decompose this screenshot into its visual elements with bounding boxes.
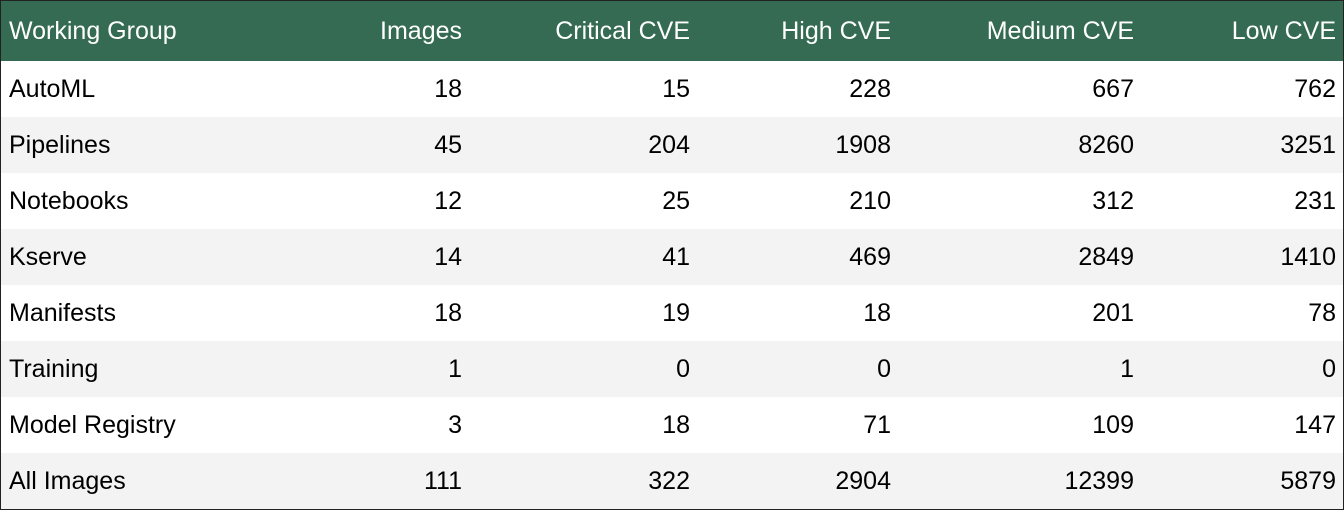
table-row: All Images 111 322 2904 12399 5879 <box>1 453 1343 509</box>
table-row: AutoML 18 15 228 667 762 <box>1 61 1343 117</box>
cell-low-cve: 231 <box>1294 186 1336 215</box>
cell-low-cve: 147 <box>1294 410 1336 439</box>
cell-low-cve: 78 <box>1308 298 1336 327</box>
cell-working-group: Pipelines <box>9 130 111 159</box>
cell-low-cve: 3251 <box>1280 130 1336 159</box>
cell-medium-cve: 1 <box>1120 354 1134 383</box>
cell-critical-cve: 15 <box>662 74 690 103</box>
cell-working-group: Model Registry <box>9 410 176 439</box>
cell-high-cve: 71 <box>863 410 891 439</box>
cell-critical-cve: 204 <box>648 130 690 159</box>
table-header: Working Group Images Critical CVE High C… <box>1 1 1343 61</box>
cell-high-cve: 1908 <box>835 130 891 159</box>
cell-high-cve: 469 <box>849 242 891 271</box>
cell-images: 111 <box>423 466 462 495</box>
table-row: Manifests 18 19 18 201 78 <box>1 285 1343 341</box>
cell-high-cve: 228 <box>849 74 891 103</box>
cell-images: 14 <box>434 242 462 271</box>
cell-images: 1 <box>448 354 462 383</box>
cell-working-group: Kserve <box>9 242 87 271</box>
cell-high-cve: 210 <box>849 186 891 215</box>
cell-images: 45 <box>434 130 462 159</box>
table-row: Pipelines 45 204 1908 8260 3251 <box>1 117 1343 173</box>
cell-medium-cve: 109 <box>1092 410 1134 439</box>
header-high-cve: High CVE <box>781 16 891 45</box>
cell-working-group: Notebooks <box>9 186 129 215</box>
cell-low-cve: 762 <box>1294 74 1336 103</box>
table-row: Kserve 14 41 469 2849 1410 <box>1 229 1343 285</box>
table-row: Notebooks 12 25 210 312 231 <box>1 173 1343 229</box>
header-low-cve: Low CVE <box>1231 16 1336 45</box>
header-images: Images <box>380 16 462 45</box>
header-medium-cve: Medium CVE <box>986 16 1134 45</box>
cell-critical-cve: 0 <box>676 354 690 383</box>
cell-working-group: Manifests <box>9 298 116 327</box>
cell-medium-cve: 12399 <box>1064 466 1134 495</box>
header-critical-cve: Critical CVE <box>555 16 690 45</box>
header-working-group: Working Group <box>9 16 177 45</box>
table-row: Model Registry 3 18 71 109 147 <box>1 397 1343 453</box>
cell-images: 18 <box>434 74 462 103</box>
cell-critical-cve: 25 <box>662 186 690 215</box>
cell-images: 3 <box>448 410 462 439</box>
cell-critical-cve: 41 <box>662 242 690 271</box>
cell-low-cve: 1410 <box>1280 242 1336 271</box>
cell-medium-cve: 312 <box>1092 186 1134 215</box>
cell-images: 12 <box>434 186 462 215</box>
cell-high-cve: 18 <box>863 298 891 327</box>
cell-low-cve: 0 <box>1322 354 1336 383</box>
cell-low-cve: 5879 <box>1280 466 1336 495</box>
cell-critical-cve: 322 <box>648 466 690 495</box>
cell-medium-cve: 667 <box>1092 74 1134 103</box>
cell-critical-cve: 19 <box>662 298 690 327</box>
cell-high-cve: 2904 <box>835 466 891 495</box>
cell-medium-cve: 201 <box>1092 298 1134 327</box>
cell-images: 18 <box>434 298 462 327</box>
cell-high-cve: 0 <box>877 354 891 383</box>
header-row: Working Group Images Critical CVE High C… <box>1 1 1343 61</box>
cell-working-group: All Images <box>9 466 126 495</box>
cell-working-group: AutoML <box>9 74 96 103</box>
cell-working-group: Training <box>9 354 99 383</box>
table-row: Training 1 0 0 1 0 <box>1 341 1343 397</box>
cell-critical-cve: 18 <box>662 410 690 439</box>
table-body: AutoML 18 15 228 667 762 Pipelines 45 204 1908 826… <box>1 61 1343 509</box>
cell-medium-cve: 2849 <box>1078 242 1134 271</box>
cell-medium-cve: 8260 <box>1078 130 1134 159</box>
